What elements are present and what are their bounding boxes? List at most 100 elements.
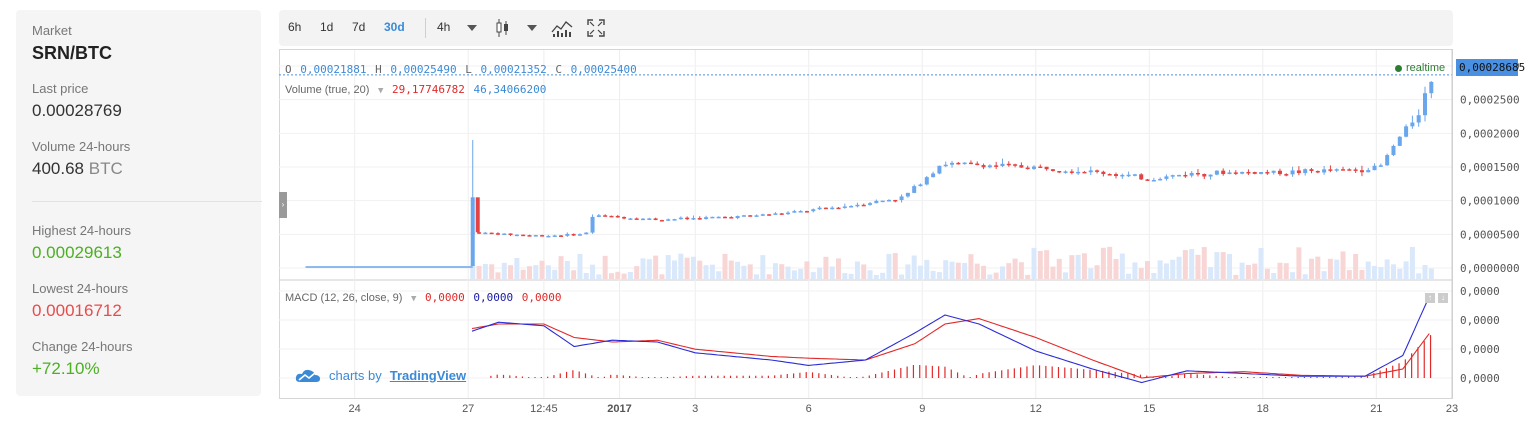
volume-bar (817, 267, 823, 279)
change-value: +72.10% (32, 359, 100, 378)
volume-bar (810, 272, 816, 279)
volume-bar (514, 257, 520, 279)
candle-body (1341, 169, 1346, 171)
indicators-icon[interactable] (551, 18, 573, 38)
candle-body (1139, 174, 1144, 180)
volume-bar (968, 254, 974, 279)
candle-body (880, 200, 885, 203)
candle-body (710, 216, 715, 219)
tradingview-branding[interactable]: charts by TradingView (295, 367, 466, 383)
volume-label: Volume 24-hours (32, 139, 131, 154)
volume-bar (854, 261, 860, 279)
volume-bar (1151, 272, 1157, 279)
volume-bar (1214, 252, 1220, 279)
volume-bar (716, 271, 722, 279)
candle-body (1233, 172, 1238, 174)
volume-bar (659, 274, 665, 279)
volume-bar (1378, 267, 1384, 279)
volume-bar (993, 272, 999, 279)
candle-body (931, 173, 936, 178)
range-6h-button[interactable]: 6h (288, 20, 302, 34)
candle-body (1322, 169, 1327, 173)
macd-indicator-title[interactable]: MACD (12, 26, close, 9) (285, 292, 403, 304)
volume-bar (1340, 251, 1346, 279)
volume-bar (1220, 252, 1226, 279)
candle-body (502, 233, 507, 235)
candle-body (987, 165, 992, 168)
volume-bar (621, 273, 627, 279)
candle-body (1158, 178, 1163, 181)
pane-down-arrow-icon[interactable]: ↓ (1438, 293, 1448, 303)
branding-prefix: charts by (329, 367, 382, 383)
candle-body (641, 218, 646, 221)
volume-bar (917, 265, 923, 279)
candle-body (559, 235, 564, 237)
candle-body (1145, 179, 1150, 181)
candle-body (912, 186, 917, 193)
time-axis-label: 15 (1143, 403, 1155, 415)
price-chart[interactable]: 242712:45201736912151821230,000300000,00… (279, 49, 1525, 422)
candlestick-style-icon[interactable] (495, 18, 511, 38)
candle-body (886, 199, 891, 202)
interval-chevron-down-icon[interactable] (467, 25, 477, 31)
candle-body (1183, 174, 1188, 177)
macd-settings-chevron-icon[interactable]: ▼ (411, 294, 417, 304)
volume-bar (842, 273, 848, 279)
volume-indicator-title[interactable]: Volume (true, 20) (285, 84, 370, 96)
volume-settings-chevron-icon[interactable]: ▼ (378, 86, 384, 96)
volume-bar (905, 264, 911, 279)
candle-body (842, 206, 847, 208)
interval-select[interactable]: 4h (437, 20, 450, 34)
candle-body (830, 207, 835, 210)
volume-bar (1239, 262, 1245, 279)
fullscreen-icon[interactable] (587, 19, 605, 37)
close-value: 0,00025400 (570, 63, 637, 76)
volume-bar (684, 257, 690, 279)
candle-body (943, 164, 948, 167)
volume-bar (1170, 259, 1176, 279)
candle-body (1246, 171, 1251, 174)
candle-body (748, 215, 753, 217)
pane-up-arrow-icon[interactable]: ↑ (1425, 293, 1435, 303)
candle-body (1391, 145, 1396, 156)
last-price-tag: 0,00028685 (1456, 59, 1525, 76)
volume-bar (1025, 274, 1031, 279)
volume-bar (779, 264, 785, 279)
candle-body (590, 216, 595, 233)
chart-canvas[interactable]: 242712:45201736912151821230,000300000,00… (279, 49, 1519, 422)
range-30d-button[interactable]: 30d (384, 20, 405, 34)
high-label: H (375, 63, 382, 76)
candle-body (1132, 174, 1137, 176)
volume-bar (1069, 255, 1075, 279)
collapse-panel-handle[interactable]: › (279, 192, 287, 218)
volume-bar (987, 274, 993, 279)
pane-controls: ↑ ↓ (1425, 293, 1448, 303)
volume-bar (804, 261, 810, 279)
macd-axis-label: 0,0000 (1460, 343, 1500, 356)
volume-bar (1195, 254, 1201, 279)
branding-name[interactable]: TradingView (389, 367, 467, 383)
volume-bar (785, 266, 791, 279)
candle-body (1372, 165, 1377, 171)
candle-body (760, 214, 765, 216)
volume-bar (1397, 268, 1403, 279)
range-7d-button[interactable]: 7d (352, 20, 366, 34)
close-label: C (555, 63, 562, 76)
candle-body (666, 219, 671, 221)
candle-body (685, 217, 690, 220)
macd-value-1: 0,0000 (425, 291, 465, 304)
candle-body (1265, 172, 1270, 174)
volume-bar (1390, 264, 1396, 279)
candle-body (1208, 174, 1213, 177)
volume-bar (1290, 272, 1296, 279)
chart-style-chevron-down-icon[interactable] (527, 25, 537, 31)
volume-bar (829, 266, 835, 279)
volume-bar (1107, 246, 1113, 279)
volume-unit: BTC (88, 159, 123, 178)
range-1d-button[interactable]: 1d (320, 20, 334, 34)
volume-bar (943, 260, 949, 279)
time-axis-label: 24 (349, 403, 361, 415)
volume-bar (558, 256, 564, 279)
volume-bar (1264, 268, 1270, 279)
